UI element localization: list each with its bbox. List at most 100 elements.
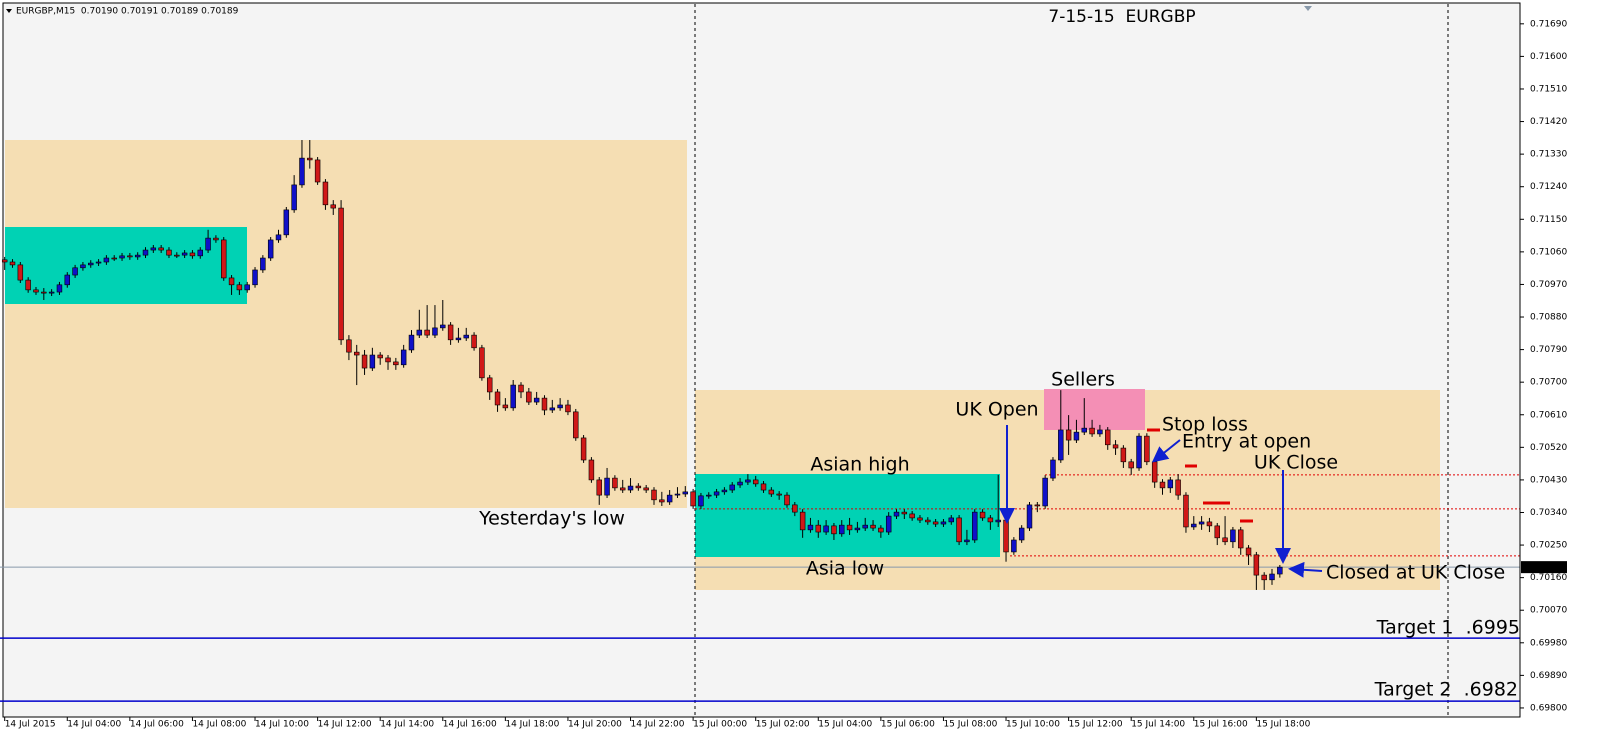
candle-body	[651, 489, 657, 501]
y-tick-label: 0.69980	[1530, 638, 1567, 648]
candle-body	[25, 279, 31, 291]
candle-body	[917, 517, 923, 521]
x-tick-label: 15 Jul 10:00	[1006, 720, 1060, 730]
price-tag-label: 0.70189	[1524, 563, 1561, 573]
candle-body	[330, 204, 336, 209]
candle-body	[784, 494, 790, 506]
y-tick-label: 0.70610	[1530, 410, 1567, 420]
arrow	[1151, 439, 1181, 463]
candle-body	[1230, 529, 1236, 543]
candle-body	[518, 384, 524, 393]
candle-body	[1206, 521, 1213, 527]
candle-body	[283, 209, 290, 236]
candle-body	[604, 477, 610, 496]
candle-body	[619, 487, 626, 491]
candle-body	[275, 234, 282, 241]
candle-body	[440, 324, 446, 329]
candle-body	[690, 491, 696, 507]
candle-body	[635, 485, 642, 489]
candle-body	[393, 361, 399, 366]
candle-body	[267, 239, 274, 259]
candle-body	[1003, 519, 1009, 553]
candle-body	[1034, 504, 1041, 507]
candle-body	[596, 479, 602, 496]
candle-body	[1269, 573, 1275, 581]
annotation: Yesterday's low	[478, 508, 625, 530]
candle-body	[1214, 525, 1220, 539]
candle-body	[127, 255, 133, 258]
candle-body	[111, 257, 117, 260]
axes: 0.71690 0.71600 0.71510 0.71420 0.71330 0.712…	[4, 19, 1567, 730]
x-tick-label: 14 Jul 06:00	[130, 720, 184, 730]
candle-body	[1159, 481, 1166, 489]
candle-body	[948, 517, 954, 523]
x-tick-label: 15 Jul 18:00	[1256, 720, 1310, 730]
candle-body	[1050, 459, 1056, 479]
candle-body	[987, 517, 994, 523]
candle-body	[1, 259, 8, 263]
candle-body	[1097, 429, 1103, 435]
annotation: Stop loss	[1162, 414, 1248, 436]
candle-body	[361, 354, 368, 369]
header: EURGBP,M15 0.70190 0.70191 0.70189 0.701…	[16, 7, 239, 17]
candle-body	[174, 254, 180, 257]
y-tick-label: 0.71600	[1530, 52, 1567, 62]
y-tick-label: 0.70520	[1530, 443, 1567, 453]
candle-body	[776, 493, 782, 496]
candle-body	[260, 257, 266, 271]
candle-body	[205, 237, 211, 251]
y-tick-label: 0.70070	[1530, 606, 1567, 616]
candle-body	[88, 262, 94, 266]
candle-body	[432, 327, 438, 336]
candle-body	[408, 334, 415, 351]
candle-body	[1089, 427, 1095, 435]
candle-body	[244, 284, 250, 291]
candle-body	[807, 524, 814, 531]
candle-body	[909, 513, 915, 519]
candle-body	[424, 329, 430, 336]
candle-body	[291, 184, 297, 211]
candle-body	[9, 261, 16, 266]
candles	[1, 140, 1283, 590]
y-tick-label: 0.70700	[1530, 378, 1567, 388]
candle-body	[307, 157, 313, 161]
annotation: Target 2 .6982	[1374, 679, 1518, 701]
x-tick-label: 15 Jul 08:00	[943, 720, 997, 730]
candle-body	[799, 511, 806, 531]
x-tick-label: 14 Jul 04:00	[67, 720, 121, 730]
candle-body	[1018, 527, 1025, 541]
candle-body	[64, 274, 71, 286]
candle-body	[956, 517, 962, 543]
candle-body	[252, 269, 258, 286]
candle-body	[674, 493, 681, 496]
y-tick-label: 0.69890	[1530, 671, 1567, 681]
candle-body	[846, 524, 853, 531]
sellers-box	[1044, 389, 1145, 430]
candle-body	[901, 511, 908, 515]
range-box	[5, 140, 687, 508]
candle-body	[1128, 461, 1134, 469]
arrows	[999, 425, 1323, 578]
candle-body	[1222, 537, 1228, 543]
y-tick-label: 0.70250	[1530, 541, 1567, 551]
price-tag	[1521, 561, 1567, 574]
candle-body	[150, 247, 157, 251]
annotations: Yesterday's low Asian high Asia low UK Open…	[478, 369, 1520, 701]
candle-body	[1081, 427, 1087, 433]
candle-body	[721, 489, 728, 493]
y-tick-label: 0.71060	[1530, 247, 1567, 257]
x-tick-label: 14 Jul 18:00	[505, 720, 559, 730]
candle-body	[831, 525, 837, 535]
y-tick-label: 0.70430	[1530, 475, 1567, 485]
candle-body	[854, 527, 861, 531]
candle-body	[1065, 429, 1072, 441]
x-tick-label: 14 Jul 2015	[5, 720, 56, 730]
candle-body	[510, 384, 516, 409]
candle-body	[752, 479, 759, 485]
candle-body	[1136, 435, 1142, 469]
candle-body	[486, 377, 493, 393]
header-triangle	[6, 9, 12, 13]
candle-body	[1151, 461, 1158, 483]
candle-body	[1183, 494, 1189, 528]
candle-body	[213, 237, 219, 241]
